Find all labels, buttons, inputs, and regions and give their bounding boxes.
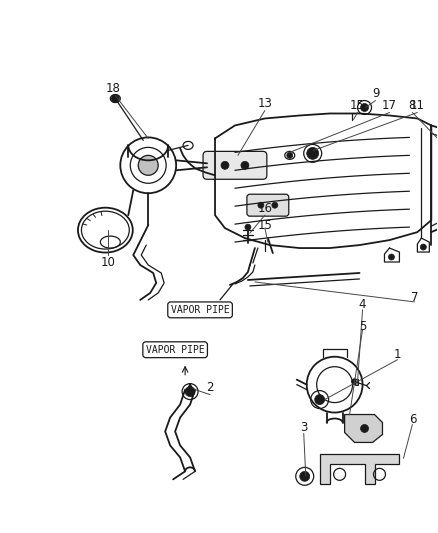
Polygon shape — [355, 378, 357, 385]
Text: 8: 8 — [409, 99, 416, 112]
Circle shape — [272, 202, 278, 208]
Text: 1: 1 — [394, 348, 401, 361]
Text: 18: 18 — [106, 82, 121, 95]
Circle shape — [300, 471, 310, 481]
Text: 9: 9 — [372, 87, 379, 100]
Polygon shape — [345, 415, 382, 442]
Text: 5: 5 — [359, 320, 366, 333]
Circle shape — [420, 244, 426, 250]
Text: 4: 4 — [359, 298, 366, 311]
Circle shape — [314, 394, 325, 405]
Circle shape — [221, 161, 229, 169]
Text: 17: 17 — [382, 99, 397, 112]
Circle shape — [258, 202, 264, 208]
Circle shape — [352, 378, 357, 385]
Polygon shape — [320, 455, 399, 484]
Text: 16: 16 — [258, 201, 272, 215]
Circle shape — [389, 254, 395, 260]
Circle shape — [185, 386, 195, 397]
Circle shape — [241, 161, 249, 169]
Circle shape — [307, 148, 319, 159]
Text: 7: 7 — [411, 292, 418, 304]
Circle shape — [360, 424, 368, 432]
Text: 2: 2 — [206, 381, 214, 394]
Text: 13: 13 — [258, 97, 272, 110]
Circle shape — [138, 155, 158, 175]
Circle shape — [360, 103, 368, 111]
Text: 3: 3 — [300, 421, 307, 434]
Text: VAPOR PIPE: VAPOR PIPE — [146, 345, 205, 355]
FancyBboxPatch shape — [203, 151, 267, 179]
Text: 15: 15 — [350, 99, 365, 112]
FancyBboxPatch shape — [247, 194, 289, 216]
Text: 6: 6 — [409, 413, 416, 426]
Text: VAPOR PIPE: VAPOR PIPE — [171, 305, 230, 315]
Text: 10: 10 — [101, 255, 116, 269]
Circle shape — [111, 94, 119, 102]
Text: 11: 11 — [410, 99, 425, 112]
Circle shape — [245, 224, 251, 230]
Circle shape — [287, 152, 293, 158]
Text: 15: 15 — [258, 219, 272, 232]
